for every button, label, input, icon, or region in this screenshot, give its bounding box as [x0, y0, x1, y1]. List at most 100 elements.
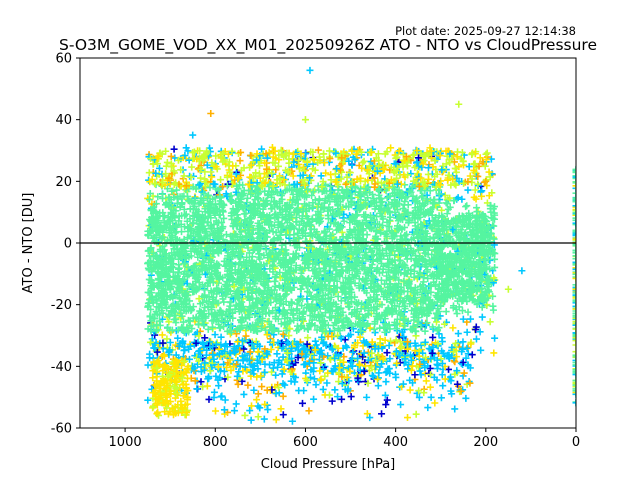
- data-point: [288, 417, 296, 425]
- data-point: [351, 155, 359, 163]
- data-point: [424, 404, 432, 412]
- data-point: [441, 191, 449, 199]
- data-point: [326, 246, 334, 254]
- data-point: [151, 331, 159, 339]
- data-point: [404, 201, 412, 209]
- data-point: [472, 326, 480, 334]
- data-point: [325, 225, 333, 233]
- data-point: [228, 215, 236, 223]
- data-point: [339, 214, 347, 222]
- data-point: [305, 407, 313, 415]
- data-point: [415, 393, 423, 401]
- data-point: [459, 315, 467, 323]
- data-point: [272, 371, 280, 379]
- data-point: [386, 337, 394, 345]
- chart-title: S-O3M_GOME_VOD_XX_M01_20250926Z ATO - NT…: [59, 36, 597, 55]
- data-point: [195, 332, 203, 340]
- data-point: [486, 318, 494, 326]
- data-point: [241, 411, 249, 419]
- data-point: [282, 240, 290, 248]
- data-point: [431, 399, 439, 407]
- data-point: [246, 407, 254, 415]
- data-point: [490, 349, 498, 357]
- data-point: [297, 285, 305, 293]
- data-point: [366, 414, 374, 422]
- data-point: [341, 336, 349, 344]
- data-point: [222, 231, 230, 239]
- data-point: [256, 162, 263, 170]
- data-point: [458, 195, 466, 203]
- data-point: [254, 413, 262, 421]
- data-point: [333, 277, 341, 285]
- data-point: [463, 328, 471, 336]
- data-point: [263, 331, 271, 339]
- data-point: [207, 168, 215, 176]
- data-point: [230, 283, 238, 291]
- data-point: [458, 307, 466, 315]
- data-point: [236, 157, 244, 165]
- data-point: [201, 334, 209, 342]
- data-point: [464, 350, 472, 358]
- data-point: [408, 306, 416, 314]
- data-point: [476, 328, 484, 336]
- data-point: [274, 162, 282, 170]
- data-point: [441, 320, 449, 328]
- data-point: [322, 169, 330, 177]
- data-point: [429, 350, 437, 358]
- data-point: [491, 334, 499, 342]
- data-point: [478, 303, 486, 311]
- data-point: [163, 335, 171, 343]
- data-point: [298, 302, 306, 310]
- data-point: [453, 310, 461, 318]
- data-point: [244, 381, 252, 389]
- data-point: [155, 164, 163, 172]
- data-point: [464, 186, 472, 194]
- data-point: [378, 410, 386, 418]
- data-point: [472, 335, 480, 343]
- data-point: [462, 203, 470, 211]
- data-point: [363, 410, 371, 418]
- data-point: [341, 295, 349, 303]
- data-point: [477, 346, 485, 354]
- data-point: [382, 378, 390, 386]
- data-point: [285, 332, 293, 340]
- data-point: [315, 153, 323, 161]
- data-point: [387, 144, 395, 152]
- data-point: [268, 368, 276, 376]
- data-point: [449, 324, 457, 332]
- data-point: [463, 202, 471, 210]
- data-point: [211, 331, 219, 339]
- data-point: [262, 173, 270, 181]
- data-point: [371, 329, 379, 337]
- data-point: [465, 209, 473, 217]
- data-point: [291, 254, 299, 262]
- data-points: [144, 66, 576, 425]
- data-point: [429, 333, 437, 341]
- data-point: [304, 334, 312, 342]
- plot-date: Plot date: 2025-09-27 12:14:38: [395, 24, 576, 38]
- data-point: [217, 333, 225, 341]
- data-point: [182, 144, 190, 152]
- data-point: [356, 333, 364, 341]
- data-point: [170, 145, 178, 153]
- data-point: [321, 159, 329, 167]
- data-point: [415, 154, 423, 162]
- data-point: [234, 380, 242, 388]
- data-point: [381, 288, 389, 296]
- data-point: [314, 146, 322, 154]
- data-point: [443, 210, 451, 218]
- data-point: [247, 151, 255, 159]
- data-point: [446, 194, 454, 202]
- data-point: [258, 383, 266, 391]
- data-point: [253, 396, 261, 404]
- data-point: [449, 304, 457, 312]
- data-point: [334, 331, 342, 339]
- data-point: [253, 179, 261, 187]
- data-point: [220, 214, 228, 222]
- data-point: [185, 156, 193, 164]
- data-point: [298, 204, 306, 212]
- data-point: [455, 303, 463, 311]
- data-point: [427, 288, 435, 296]
- data-point: [311, 337, 319, 345]
